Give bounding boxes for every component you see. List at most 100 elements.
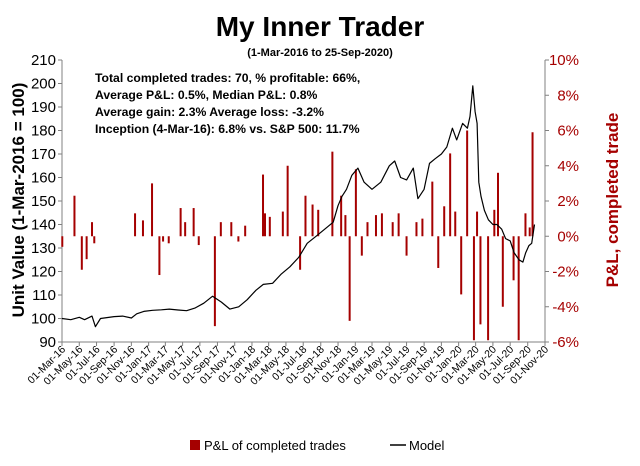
pnl-bar: [237, 236, 240, 242]
pnl-bar: [397, 213, 400, 237]
pnl-bar: [472, 236, 475, 341]
pnl-bar: [348, 236, 351, 321]
pnl-bar: [268, 216, 271, 237]
legend-label-bars: P&L of completed trades: [204, 438, 346, 453]
left-tick-label: 200: [31, 76, 56, 93]
pnl-bar: [340, 195, 343, 237]
pnl-bar: [93, 236, 96, 244]
pnl-bar: [262, 174, 265, 237]
right-tick-label: 0%: [557, 228, 579, 245]
right-tick-label: 6%: [557, 123, 579, 140]
pnl-bar: [405, 236, 408, 256]
left-axis-label: Unit Value (1-Mar-2016 = 100): [9, 83, 28, 318]
x-axis-ticks: 01-Mar-1601-May-1601-Jul-1601-Sep-1601-N…: [25, 342, 551, 388]
right-tick-label: 2%: [557, 193, 579, 210]
left-tick-label: 210: [31, 52, 56, 69]
pnl-bar: [479, 236, 482, 325]
chart-title: My Inner Trader: [216, 11, 425, 42]
pnl-bar: [501, 236, 504, 307]
right-tick-label: -2%: [552, 264, 579, 281]
pnl-bar: [141, 220, 144, 237]
pnl-bar: [497, 172, 500, 237]
pnl-bar: [304, 195, 307, 237]
pnl-bar: [61, 236, 64, 247]
pnl-bar: [454, 211, 457, 237]
pnl-bar: [431, 181, 434, 237]
pnl-bar: [151, 183, 154, 237]
right-axis-label: P&L, completed trade: [603, 113, 622, 288]
pnl-bar: [415, 222, 418, 237]
pnl-bar: [167, 236, 170, 244]
pnl-bar: [360, 236, 363, 256]
right-tick-label: -6%: [552, 334, 579, 351]
pnl-bar: [134, 213, 137, 237]
pnl-bar: [476, 211, 479, 237]
pnl-bar: [85, 236, 88, 260]
pnl-bar: [197, 236, 200, 246]
legend-label-model: Model: [409, 438, 445, 453]
right-tick-label: 10%: [549, 52, 579, 69]
model-series-line: [61, 85, 536, 328]
pnl-bar: [493, 209, 496, 237]
pnl-bar: [192, 208, 195, 237]
pnl-bar: [487, 236, 490, 341]
pnl-bar: [391, 222, 394, 237]
left-tick-label: 110: [32, 287, 56, 304]
left-tick-label: 180: [31, 123, 56, 140]
left-tick-label: 90: [39, 334, 56, 351]
pnl-bar: [286, 165, 289, 237]
pnl-bar: [531, 132, 534, 237]
pnl-bar: [437, 236, 440, 268]
pnl-bar: [263, 213, 266, 237]
annotation-line: Average P&L: 0.5%, Median P&L: 0.8%: [95, 88, 318, 102]
right-tick-label: -4%: [552, 299, 579, 316]
pnl-bar: [466, 130, 469, 237]
chart-subtitle: (1-Mar-2016 to 25-Sep-2020): [247, 47, 393, 59]
pnl-bar: [73, 195, 76, 237]
left-tick-label: 100: [31, 311, 56, 328]
pnl-bar: [299, 236, 302, 270]
pnl-bar: [317, 209, 320, 237]
left-tick-label: 140: [31, 217, 56, 234]
pnl-bar: [179, 208, 182, 237]
pnl-bar: [219, 222, 222, 237]
left-axis-ticks: 90 100 110 120 130 140 150 160 170 180 190 200 210: [31, 52, 62, 351]
axes: [61, 60, 546, 343]
annotation-line: Inception (4-Mar-16): 6.8% vs. S&P 500: …: [95, 122, 360, 136]
pnl-bar: [443, 206, 446, 237]
pnl-bar: [184, 222, 187, 237]
legend: P&L of completed trades Model: [190, 438, 445, 453]
legend-swatch-bars: [190, 440, 200, 450]
pnl-bar: [162, 236, 165, 242]
left-tick-label: 130: [31, 240, 56, 257]
pnl-bar: [344, 215, 347, 237]
right-tick-label: 8%: [557, 87, 579, 104]
left-tick-label: 150: [31, 193, 56, 210]
left-tick-label: 120: [31, 264, 56, 281]
pnl-bar: [311, 204, 314, 237]
pnl-bar: [512, 236, 515, 281]
annotation-line: Average gain: 2.3% Average loss: -3.2%: [95, 105, 324, 119]
pnl-bar: [213, 236, 216, 327]
right-axis-ticks: -6% -4% -2% 0% 2% 4% 6% 8% 10%: [545, 52, 579, 351]
pnl-bar: [158, 236, 161, 276]
pnl-bar: [331, 151, 334, 237]
pnl-bar: [528, 227, 531, 237]
model-line: [61, 85, 536, 328]
left-tick-label: 170: [31, 146, 56, 163]
pnl-bar: [354, 169, 357, 237]
right-tick-label: 4%: [557, 158, 579, 175]
pnl-bar: [281, 211, 284, 237]
pnl-bar: [524, 213, 527, 237]
stats-annotation: Total completed trades: 70, % profitable…: [95, 71, 360, 136]
left-tick-label: 190: [31, 99, 56, 116]
pnl-bars: [61, 130, 534, 341]
pnl-bar: [366, 222, 369, 237]
pnl-bar: [421, 218, 424, 237]
pnl-bar: [244, 225, 247, 237]
pnl-bar: [374, 215, 377, 237]
pnl-bar: [380, 213, 383, 237]
pnl-bar: [517, 236, 520, 341]
annotation-line: Total completed trades: 70, % profitable…: [95, 71, 360, 85]
